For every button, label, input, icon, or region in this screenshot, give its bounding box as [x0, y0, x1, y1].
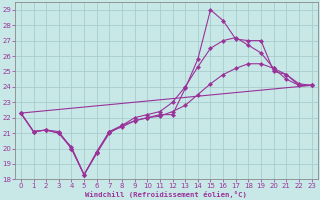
X-axis label: Windchill (Refroidissement éolien,°C): Windchill (Refroidissement éolien,°C)	[85, 191, 247, 198]
